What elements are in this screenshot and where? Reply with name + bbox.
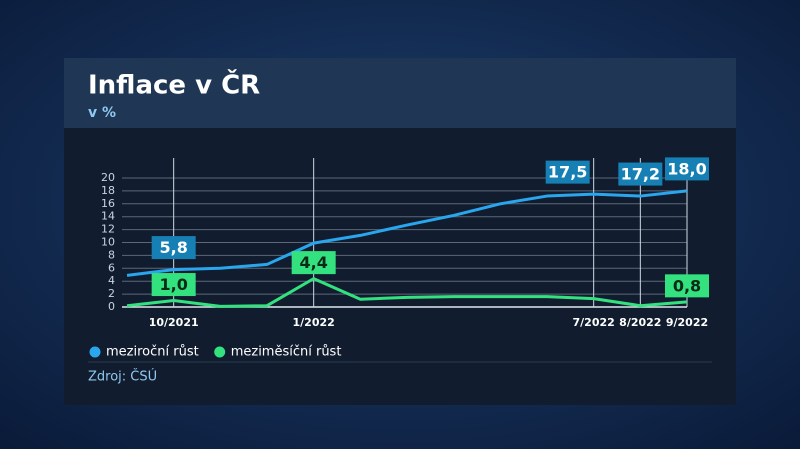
value-label: 4,4	[299, 253, 327, 272]
y-tick-label: 18	[101, 184, 115, 197]
y-tick-label: 2	[108, 287, 115, 300]
value-label-box	[291, 251, 336, 275]
y-tick-label: 0	[108, 300, 115, 313]
x-tick-label: 7/2022	[573, 316, 615, 329]
value-label-box	[618, 162, 663, 186]
y-tick-label: 6	[108, 261, 115, 274]
value-label-box	[151, 273, 196, 297]
x-tick-label: 9/2022	[666, 316, 708, 329]
value-label-box	[665, 157, 709, 181]
value-label: 17,5	[548, 163, 587, 182]
chart-title: Inflace v ČR	[88, 69, 260, 101]
legend-label: meziměsíční růst	[231, 345, 342, 360]
y-tick-label: 14	[101, 210, 115, 223]
value-label: 17,2	[621, 165, 660, 184]
source: Zdroj: ČSÚ	[88, 369, 157, 385]
value-label: 18,0	[667, 159, 706, 178]
y-tick-label: 10	[101, 236, 115, 249]
y-tick-label: 12	[101, 223, 115, 236]
legend-marker	[89, 346, 101, 358]
value-label: 1,0	[159, 275, 187, 294]
value-label: 0,8	[673, 276, 701, 295]
y-tick-label: 16	[101, 197, 115, 210]
y-tick-label: 4	[108, 274, 115, 287]
value-label-box	[665, 274, 709, 298]
value-label-box	[545, 160, 590, 184]
y-tick-label: 20	[101, 171, 115, 184]
x-tick-label: 1/2022	[293, 316, 335, 329]
y-tick-label: 8	[108, 248, 115, 261]
x-tick-label: 10/2021	[149, 316, 199, 329]
series-line	[126, 189, 688, 277]
series-line	[126, 277, 688, 308]
legend-label: meziroční růst	[106, 345, 199, 360]
legend-marker	[214, 346, 226, 358]
chart-subtitle: v %	[88, 105, 116, 121]
value-label: 5,8	[159, 238, 187, 257]
x-tick-label: 8/2022	[619, 316, 661, 329]
value-label-box	[151, 236, 196, 260]
title-panel	[64, 58, 736, 128]
